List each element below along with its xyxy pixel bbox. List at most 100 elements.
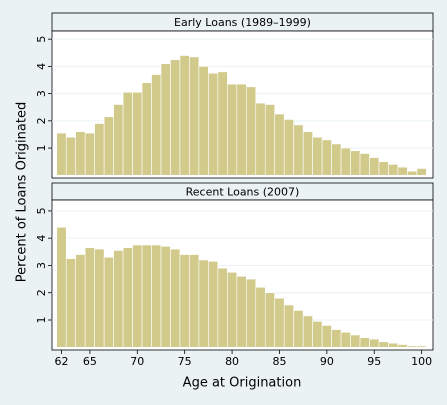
bar	[321, 325, 332, 348]
bar	[170, 59, 181, 176]
bar	[388, 342, 399, 348]
bar	[75, 131, 86, 176]
bar	[359, 153, 370, 176]
bar	[255, 286, 266, 348]
bar	[198, 259, 209, 348]
bar	[208, 72, 219, 176]
bar	[321, 139, 332, 176]
x-tick-label: 62	[54, 355, 68, 368]
bar	[378, 161, 389, 176]
bar	[141, 244, 152, 348]
bar	[302, 315, 313, 348]
bar	[103, 116, 114, 176]
y-tick-label: 3	[35, 90, 48, 97]
bar	[331, 143, 342, 176]
x-tick-label: 95	[367, 355, 381, 368]
bar	[236, 83, 247, 176]
bar	[245, 278, 257, 348]
y-tick-label: 1	[35, 145, 48, 152]
bar	[245, 86, 257, 176]
bar	[141, 82, 152, 176]
bar	[350, 150, 361, 176]
y-tick-label: 5	[35, 36, 48, 43]
bar	[132, 244, 143, 348]
x-tick-label: 70	[130, 355, 144, 368]
bar	[264, 104, 276, 176]
bar	[416, 345, 427, 348]
y-tick-label: 2	[35, 289, 48, 296]
bar	[84, 247, 95, 348]
y-tick-label: 5	[35, 207, 48, 214]
bar	[340, 147, 351, 176]
bar	[84, 132, 95, 176]
bar	[340, 331, 351, 348]
bar	[94, 123, 105, 176]
bar	[160, 246, 171, 348]
x-tick-label: 80	[225, 355, 239, 368]
y-tick-label: 2	[35, 117, 48, 124]
bar	[312, 321, 323, 348]
bar	[151, 244, 162, 348]
bar	[416, 168, 427, 176]
y-tick-label: 4	[35, 235, 48, 242]
bar	[56, 132, 67, 176]
bar	[407, 170, 418, 176]
bar	[65, 136, 76, 176]
x-tick-label: 75	[178, 355, 192, 368]
y-tick-label: 4	[35, 63, 48, 70]
bar	[65, 258, 76, 348]
bar	[312, 136, 323, 176]
bar	[227, 271, 238, 348]
bar	[189, 56, 200, 176]
bar	[189, 254, 200, 348]
bar	[283, 119, 294, 176]
x-tick-label: 90	[320, 355, 334, 368]
bar	[227, 83, 238, 176]
bar	[113, 104, 124, 176]
y-axis-label: Percent of Loans Originated	[15, 102, 30, 282]
panel-title: Recent Loans (2007)	[186, 186, 300, 199]
bar	[388, 164, 399, 176]
x-axis-label: Age at Origination	[183, 376, 302, 391]
bar	[122, 247, 133, 348]
bar	[151, 74, 162, 176]
bar	[378, 341, 389, 348]
bar	[274, 113, 285, 176]
bar	[293, 124, 304, 176]
bar	[56, 226, 67, 348]
bar	[198, 66, 209, 176]
bar	[160, 63, 171, 176]
bar	[113, 250, 124, 348]
bar	[94, 248, 105, 348]
bar	[179, 55, 190, 176]
bar	[75, 254, 86, 348]
bar	[208, 261, 219, 348]
bar	[179, 254, 190, 348]
x-tick-label: 65	[83, 355, 97, 368]
x-tick-label: 100	[411, 355, 432, 368]
bar	[369, 157, 380, 176]
bar	[331, 329, 342, 348]
bar	[217, 71, 228, 176]
bar	[103, 256, 114, 348]
bar	[302, 131, 313, 176]
bar	[122, 91, 133, 176]
bar	[236, 276, 247, 348]
bar	[217, 267, 228, 348]
bar	[407, 345, 418, 348]
bar	[283, 304, 294, 348]
x-tick-label: 85	[272, 355, 286, 368]
y-tick-label: 3	[35, 262, 48, 269]
bar	[397, 166, 408, 176]
panel-title: Early Loans (1989–1999)	[174, 16, 311, 29]
bar	[397, 344, 408, 348]
bar	[350, 334, 361, 348]
bar	[293, 310, 304, 348]
bar	[132, 91, 143, 176]
bar	[274, 297, 285, 348]
bar	[255, 102, 266, 176]
bar	[369, 338, 380, 348]
y-tick-label: 1	[35, 317, 48, 324]
bar	[264, 292, 276, 348]
